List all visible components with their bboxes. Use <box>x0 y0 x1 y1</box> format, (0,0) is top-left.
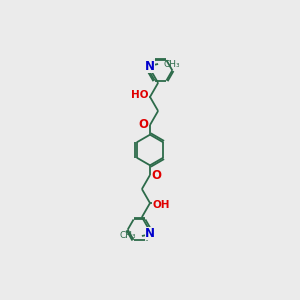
Text: HO: HO <box>131 91 148 100</box>
Text: O: O <box>152 169 161 182</box>
Text: CH₃: CH₃ <box>120 232 136 241</box>
Text: N: N <box>145 227 155 240</box>
Text: O: O <box>139 118 148 131</box>
Text: OH: OH <box>152 200 170 209</box>
Text: N: N <box>145 60 155 73</box>
Text: CH₃: CH₃ <box>164 59 180 68</box>
